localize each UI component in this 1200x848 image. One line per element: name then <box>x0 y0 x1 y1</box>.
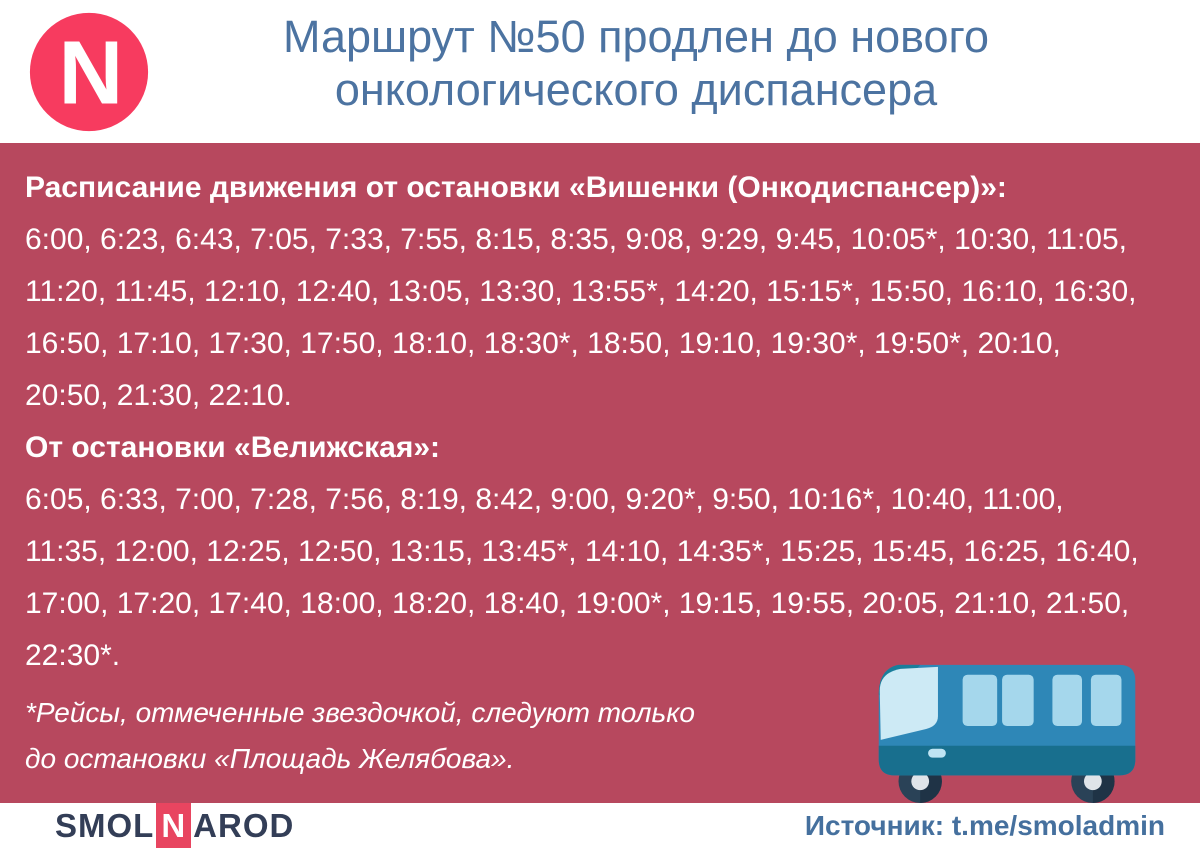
section2-times-line: 22:30*. <box>25 639 121 672</box>
asterisk-note-line2: до остановки «Площадь Желябова». <box>25 743 515 774</box>
section1-times-line: 11:20, 11:45, 12:10, 12:40, 13:05, 13:30… <box>25 275 1137 308</box>
wordmark-n-badge: N <box>156 803 192 848</box>
wordmark-part2: AROD <box>193 806 295 844</box>
section1-times-line: 16:50, 17:10, 17:30, 17:50, 18:10, 18:30… <box>25 327 1061 360</box>
footer: SMOL N AROD Источник: t.me/smoladmin <box>0 803 1200 848</box>
smolnarod-wordmark: SMOL N AROD <box>55 803 294 848</box>
wordmark-part1: SMOL <box>55 806 155 844</box>
smolnarod-logo-icon: N <box>29 12 149 132</box>
section2-heading: От остановки «Велижская»: <box>25 431 441 464</box>
source-link[interactable]: Источник: t.me/smoladmin <box>804 809 1165 841</box>
page-title-line2: онкологического диспансера <box>334 64 938 115</box>
section2-times-line: 6:05, 6:33, 7:00, 7:28, 7:56, 8:19, 8:42… <box>25 483 1064 516</box>
section2-times-line: 17:00, 17:20, 17:40, 18:00, 18:20, 18:40… <box>25 587 1130 620</box>
section2-times-line: 11:35, 12:00, 12:25, 12:50, 13:15, 13:45… <box>25 535 1139 568</box>
section1-heading: Расписание движения от остановки «Вишенк… <box>25 171 1007 204</box>
page-title: Маршрут №50 продлен до нового онкологиче… <box>0 0 1200 116</box>
page-title-line1: Маршрут №50 продлен до нового <box>283 11 989 62</box>
schedule-panel: Расписание движения от остановки «Вишенк… <box>0 143 1200 803</box>
logo-letter: N <box>59 22 124 122</box>
header: N Маршрут №50 продлен до нового онкологи… <box>0 0 1200 143</box>
asterisk-note-line1: *Рейсы, отмеченные звездочкой, следуют т… <box>25 697 696 728</box>
section1-times-line: 20:50, 21:30, 22:10. <box>25 379 292 412</box>
bus-icon <box>878 664 1136 803</box>
section1-times-line: 6:00, 6:23, 6:43, 7:05, 7:33, 7:55, 8:15… <box>25 223 1127 256</box>
asterisk-note: *Рейсы, отмеченные звездочкой, следуют т… <box>25 690 1175 782</box>
